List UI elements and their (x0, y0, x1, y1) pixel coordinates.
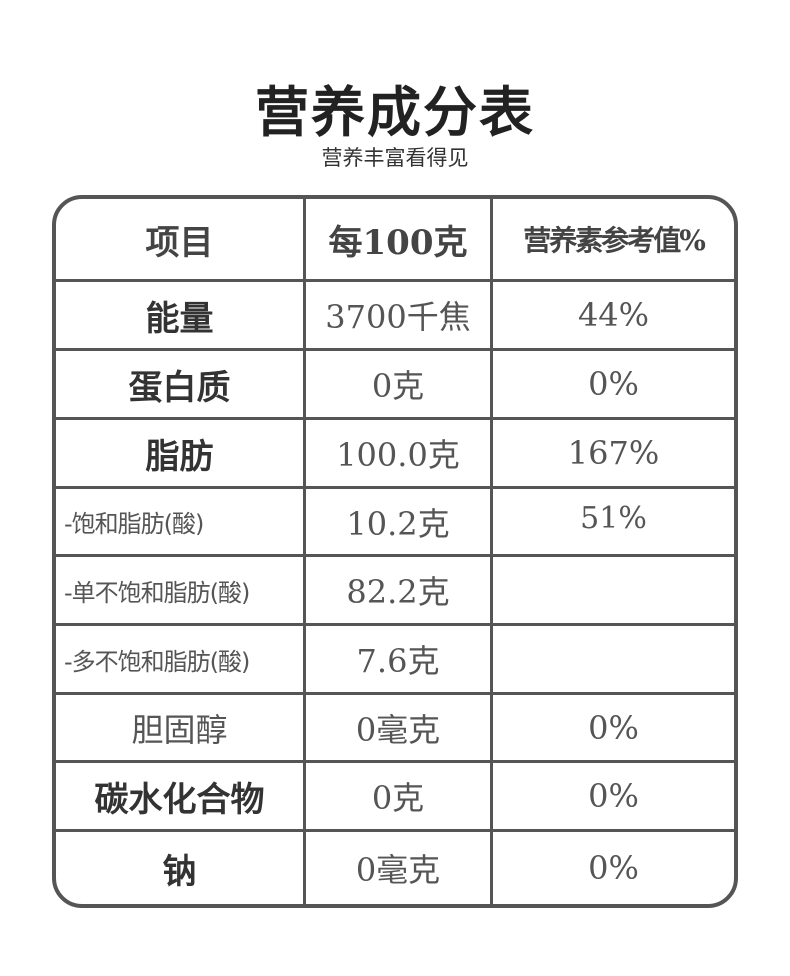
table-row: 钠 0毫克 0% (56, 829, 734, 904)
page-title: 营养成分表 (255, 81, 535, 144)
nutrient-nrv (493, 626, 734, 692)
table-header-row: 项目 每100克 营养素参考值% (56, 199, 734, 279)
table-row: 脂肪 100.0克 167% (56, 417, 734, 486)
nutrient-amount: 0毫克 (306, 832, 493, 904)
nutrient-nrv: 0% (588, 849, 639, 887)
nutrient-name: -单不饱和脂肪(酸) (56, 557, 306, 623)
table-row: -多不饱和脂肪(酸) 7.6克 (56, 623, 734, 692)
nutrient-amount: 100.0克 (306, 420, 493, 486)
nutrient-amount: 0克 (306, 351, 493, 417)
nutrient-amount: 10.2克 (306, 489, 493, 554)
nutrient-name: -饱和脂肪(酸) (56, 489, 306, 554)
nutrient-nrv: 0% (588, 777, 639, 815)
header-nrv: 营养素参考值% (523, 224, 706, 257)
nutrient-amount: 7.6克 (306, 626, 493, 692)
nutrient-nrv: 44% (577, 296, 650, 334)
nutrient-name: 钠 (56, 832, 306, 904)
table-row: -单不饱和脂肪(酸) 82.2克 (56, 554, 734, 623)
nutrient-name: -多不饱和脂肪(酸) (56, 626, 306, 692)
nutrient-name: 脂肪 (56, 420, 306, 486)
nutrient-nrv (493, 557, 734, 623)
nutrient-nrv: 167% (567, 434, 660, 472)
nutrient-nrv: 0% (588, 708, 639, 747)
nutrient-amount: 3700千焦 (306, 282, 493, 348)
table-row: -饱和脂肪(酸) 10.2克 51% (56, 486, 734, 554)
nutrient-name: 能量 (56, 282, 306, 348)
table-row: 蛋白质 0克 0% (56, 348, 734, 417)
nutrient-name: 蛋白质 (56, 351, 306, 417)
table-row: 碳水化合物 0克 0% (56, 760, 734, 829)
nutrient-name: 碳水化合物 (56, 763, 306, 829)
nutrient-amount: 0克 (306, 763, 493, 829)
table-row: 能量 3700千焦 44% (56, 279, 734, 348)
nutrient-name: 胆固醇 (56, 695, 306, 760)
nutrient-amount: 82.2克 (306, 557, 493, 623)
nutrition-table: 项目 每100克 营养素参考值% 能量 3700千焦 44% 蛋白质 0克 0% 脂肪 100… (52, 195, 738, 908)
nutrient-amount: 0毫克 (306, 695, 493, 760)
nutrient-nrv: 0% (588, 365, 639, 403)
header-per-100g: 每100克 (306, 199, 493, 279)
nutrient-nrv: 51% (580, 501, 647, 536)
header-item: 项目 (56, 199, 306, 279)
page-subtitle: 营养丰富看得见 (321, 146, 469, 170)
table-row: 胆固醇 0毫克 0% (56, 692, 734, 760)
